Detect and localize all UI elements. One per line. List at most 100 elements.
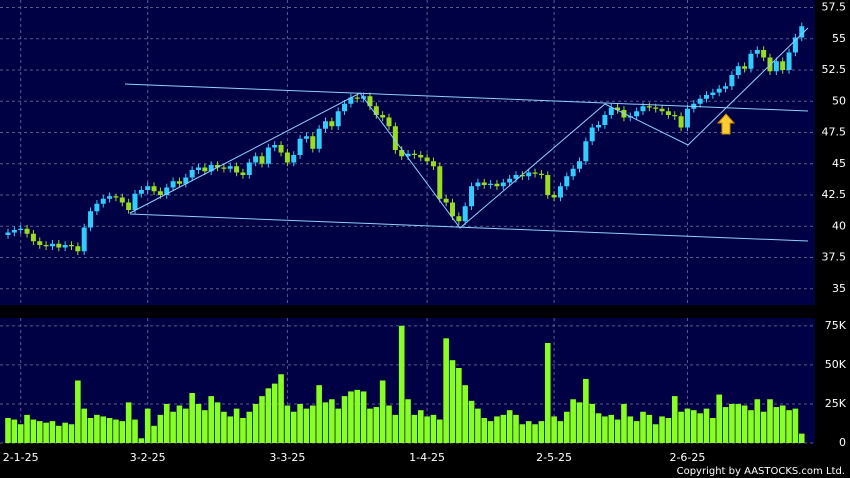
candle-body [684, 108, 690, 128]
volume-bar [68, 424, 75, 443]
volume-bar [786, 410, 792, 443]
y2-tick-label: 0 [839, 436, 846, 449]
candle-body [151, 186, 157, 192]
volume-bar [722, 407, 729, 443]
candle-body [75, 246, 81, 252]
volume-bar [646, 414, 653, 443]
candle-body [202, 167, 208, 172]
volume-bar [100, 416, 107, 443]
candle-body [119, 197, 125, 203]
y-tick-label: 50 [832, 94, 846, 107]
candle-body [189, 170, 195, 178]
candle-body [608, 107, 614, 115]
trend-line [124, 83, 809, 112]
volume-bar [316, 385, 322, 443]
candle-body [323, 121, 328, 129]
candle-body [405, 153, 411, 157]
volume-bar [468, 400, 475, 443]
candle-body [507, 178, 513, 183]
volume-bar [163, 403, 170, 443]
candle-body [742, 66, 748, 69]
candle-body [132, 193, 138, 210]
candle-body [710, 92, 716, 95]
candle-body [342, 103, 348, 112]
volume-bar [430, 414, 437, 443]
x-tick-label: 1-4-25 [409, 451, 445, 464]
volume-bar [81, 408, 87, 443]
volume-bar [487, 421, 494, 443]
x-tick-label: 2-1-25 [3, 451, 39, 464]
candle-body [329, 121, 335, 127]
price-panel [0, 0, 815, 305]
candle-body [145, 186, 151, 190]
volume-bar [36, 421, 43, 443]
candle-body [443, 198, 449, 203]
candle-body [164, 187, 170, 195]
candle-body [577, 161, 582, 169]
candle-body [215, 165, 221, 168]
candle-body [615, 107, 621, 110]
volume-bar [748, 410, 754, 443]
volume-bar [392, 414, 399, 443]
volume-bar [589, 403, 595, 443]
candle-body [113, 196, 119, 198]
candle-body [227, 166, 233, 169]
candle-body [176, 181, 182, 184]
candle-body [196, 167, 201, 170]
volume-bar [284, 405, 291, 443]
volume-bar [373, 407, 380, 443]
volume-bar [614, 419, 621, 443]
candle-body [665, 111, 671, 115]
volume-bar [290, 411, 297, 443]
volume-bar [322, 402, 329, 443]
volume-bar [627, 416, 634, 443]
volume-bar [271, 383, 278, 443]
y-tick-label: 57.5 [822, 1, 847, 14]
volume-bar [494, 416, 500, 443]
candle-body [43, 245, 49, 247]
volume-bar [665, 418, 672, 443]
candle-body [11, 230, 17, 233]
volume-bar [595, 413, 602, 443]
candle-body [303, 136, 309, 139]
candle-body [557, 186, 563, 198]
candle-body [392, 126, 398, 150]
volume-bar [183, 408, 189, 443]
candle-body [634, 111, 640, 117]
volume-bar [532, 424, 538, 443]
volume-bar [684, 408, 691, 443]
volume-bar [278, 374, 284, 443]
volume-bar [94, 414, 100, 443]
candle-body [56, 243, 62, 248]
volume-bar [348, 391, 354, 443]
candle-body [773, 61, 779, 72]
candle-body [18, 228, 24, 230]
volume-bar [11, 419, 18, 443]
candle-body [30, 233, 36, 242]
trend-line [129, 213, 809, 242]
volume-bar [208, 396, 214, 443]
volume-bar [56, 425, 62, 443]
volume-bar [170, 411, 176, 443]
candle-body [253, 156, 259, 163]
volume-bar [62, 422, 68, 443]
volume-bar [265, 388, 272, 443]
y-tick-label: 55 [832, 32, 846, 45]
volume-bar [329, 399, 335, 443]
volume-bar [189, 393, 195, 443]
volume-bar [716, 394, 722, 443]
y2-tick-label: 25K [825, 397, 847, 410]
candle-body [399, 150, 405, 157]
volume-bar [798, 433, 805, 443]
volume-bar [240, 418, 246, 443]
volume-bar [417, 410, 424, 443]
candle-body [107, 196, 113, 199]
volume-bar [176, 405, 183, 443]
volume-bar [754, 399, 761, 443]
candle-body [532, 172, 538, 174]
candle-body [786, 52, 792, 70]
volume-bar [144, 408, 151, 443]
candle-body [481, 182, 487, 185]
volume-bar [310, 405, 316, 443]
